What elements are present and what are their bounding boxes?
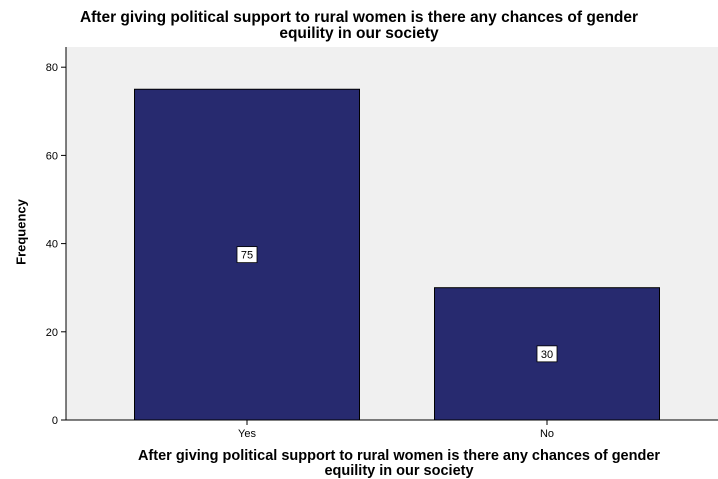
y-ticks-group: 0 20 40 60 80 [46, 62, 66, 427]
bars-group [134, 88, 660, 421]
x-tick-label-no: No [540, 428, 554, 440]
x-axis-title: After giving political support to rural … [40, 449, 718, 479]
y-tick-label: 80 [46, 62, 58, 74]
data-label-box-no [536, 345, 558, 363]
data-label-no: 30 [541, 349, 553, 361]
chart-title-line-1: After giving political support to rural … [79, 9, 639, 26]
x-ticks-group: Yes No [238, 420, 554, 440]
y-tick-label: 60 [46, 150, 58, 162]
data-label-yes: 75 [241, 250, 253, 262]
chart-title-line-2: equility in our society [279, 25, 439, 42]
data-labels-group: 75 30 [236, 246, 558, 363]
x-axis-title-line-1: After giving political support to rural … [137, 448, 661, 464]
y-tick-label: 0 [52, 415, 58, 427]
x-axis-title-line-2: equility in our society [324, 463, 474, 479]
y-tick-label: 20 [46, 327, 58, 339]
x-tick-label-yes: Yes [238, 428, 256, 440]
data-label-box-yes [236, 246, 258, 264]
chart-title: After giving political support to rural … [0, 10, 718, 42]
y-tick-label: 40 [46, 239, 58, 251]
